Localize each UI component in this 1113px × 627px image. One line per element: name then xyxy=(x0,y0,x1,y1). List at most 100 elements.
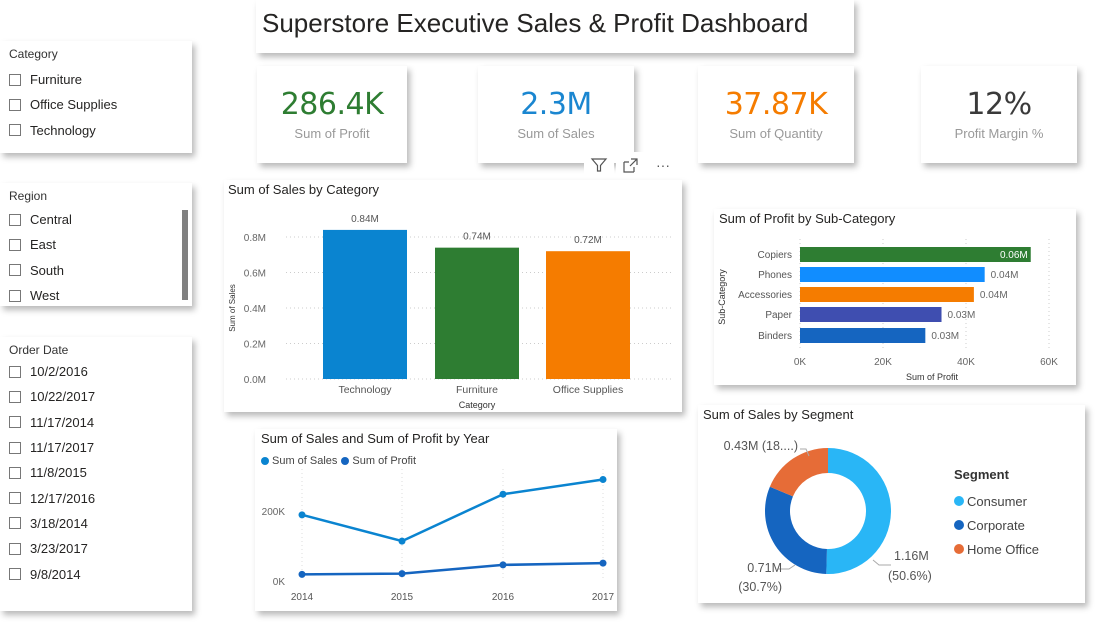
category-slicer: Category Furniture Office Supplies Techn… xyxy=(0,41,192,153)
legend-dot xyxy=(341,457,350,465)
checkbox[interactable] xyxy=(9,213,21,226)
checkbox[interactable] xyxy=(9,365,21,378)
legend-item-corporate[interactable]: Corporate xyxy=(954,513,1039,537)
bar xyxy=(800,247,1031,262)
bar xyxy=(800,267,985,282)
leader-line xyxy=(872,559,891,566)
region-slicer-list: Central East South West xyxy=(9,207,72,308)
checkbox[interactable] xyxy=(9,98,21,111)
y-axis-title: Sum of Sales xyxy=(228,284,237,332)
slicer-item-order-date[interactable]: 9/8/2014 xyxy=(9,561,95,586)
slicer-item-order-date[interactable]: 11/8/2015 xyxy=(9,460,95,485)
slicer-item-order-date[interactable]: 3/18/2014 xyxy=(9,511,95,536)
data-label: (30.7%) xyxy=(738,580,782,594)
slicer-item-label: Furniture xyxy=(30,72,83,88)
chart-title: Sum of Profit by Sub-Category xyxy=(719,211,896,226)
checkbox[interactable] xyxy=(9,441,21,454)
filter-icon[interactable] xyxy=(584,152,614,178)
sales-profit-by-year-chart: Sum of Sales and Sum of Profit by Year S… xyxy=(255,429,617,611)
category-slicer-title: Category xyxy=(9,47,58,61)
slicer-item-order-date[interactable]: 10/2/2016 xyxy=(9,359,95,384)
data-label: 0.04M xyxy=(991,270,1019,281)
chart-title: Sum of Sales by Category xyxy=(228,182,380,197)
legend-item-profit[interactable]: Sum of Profit xyxy=(341,453,416,469)
kpi-card-profit-margin: 12% Profit Margin % xyxy=(921,66,1077,163)
leader-line xyxy=(800,448,810,457)
checkbox[interactable] xyxy=(9,390,21,403)
kpi-label: Sum of Quantity xyxy=(729,126,823,141)
bar xyxy=(323,229,407,379)
slicer-item-technology[interactable]: Technology xyxy=(9,118,117,143)
checkbox[interactable] xyxy=(9,542,21,555)
slicer-item-order-date[interactable]: 11/17/2017 xyxy=(9,435,95,460)
legend-dot xyxy=(954,496,964,506)
legend-dot xyxy=(954,544,964,554)
kpi-value: 286.4K xyxy=(280,87,384,122)
slicer-item-label: West xyxy=(30,288,60,304)
legend-item-home-office[interactable]: Home Office xyxy=(954,537,1039,561)
more-options-icon[interactable]: ··· xyxy=(648,152,678,178)
data-label: 1.16M xyxy=(894,549,929,563)
slicer-item-label: 9/8/2014 xyxy=(30,566,81,582)
region-slicer-title: Region xyxy=(9,189,48,203)
data-point xyxy=(599,559,607,567)
data-point xyxy=(499,561,507,569)
legend-dot xyxy=(261,457,269,465)
checkbox[interactable] xyxy=(9,492,21,505)
data-point xyxy=(499,490,507,498)
slicer-item-order-date[interactable]: 12/17/2016 xyxy=(9,485,95,510)
category-slicer-list: Furniture Office Supplies Technology xyxy=(9,67,117,143)
slicer-item-order-date[interactable]: 3/23/2017 xyxy=(9,536,95,561)
y-tick-label: 0.6M xyxy=(244,269,266,280)
checkbox[interactable] xyxy=(9,73,21,86)
legend-dot xyxy=(954,520,964,530)
checkbox[interactable] xyxy=(9,289,21,302)
checkbox[interactable] xyxy=(9,466,21,479)
checkbox[interactable] xyxy=(9,568,21,581)
checkbox[interactable] xyxy=(9,264,21,277)
data-label: 0.43M (18....) xyxy=(724,439,798,453)
x-tick-label: 40K xyxy=(957,357,975,368)
sales-by-category-chart: Sum of Sales by Category 0.0M 0.2M 0.4M 0.6… xyxy=(224,180,682,412)
slicer-item-order-date[interactable]: 10/22/2017 xyxy=(9,384,95,409)
legend-title: Segment xyxy=(954,467,1009,482)
donut-slice xyxy=(826,448,891,574)
slicer-item-order-date[interactable]: 11/17/2014 xyxy=(9,410,95,435)
order-date-slicer-title: Order Date xyxy=(9,343,69,357)
legend-item-sales[interactable]: Sum of Sales xyxy=(261,453,337,469)
slicer-item-west[interactable]: West xyxy=(9,283,72,308)
y-tick-label: Paper xyxy=(765,310,792,321)
donut-slice xyxy=(769,448,828,497)
chart-title: Sum of Sales by Segment xyxy=(703,407,854,422)
visual-header: ··· xyxy=(584,152,678,178)
slicer-item-south[interactable]: South xyxy=(9,258,72,283)
slicer-item-label: Technology xyxy=(30,122,96,138)
legend-label: Home Office xyxy=(967,541,1040,557)
checkbox[interactable] xyxy=(9,124,21,137)
y-tick-label: 0.8M xyxy=(244,233,266,244)
slicer-item-office-supplies[interactable]: Office Supplies xyxy=(9,92,117,117)
bar xyxy=(800,328,926,343)
data-point xyxy=(398,537,406,545)
y-tick-label: Binders xyxy=(758,331,792,342)
kpi-label: Sum of Profit xyxy=(294,126,370,141)
checkbox[interactable] xyxy=(9,238,21,251)
x-axis-title: Sum of Profit xyxy=(906,372,959,382)
checkbox[interactable] xyxy=(9,517,21,530)
order-date-slicer: Order Date 10/2/2016 10/22/2017 11/17/2014… xyxy=(0,337,192,611)
sales-profit-by-year-plot: 2014 2015 2016 2017 0K 200K xyxy=(262,469,615,603)
series-line xyxy=(301,478,604,543)
y-tick-label: Copiers xyxy=(758,250,792,261)
legend-item-consumer[interactable]: Consumer xyxy=(954,489,1039,513)
slicer-item-central[interactable]: Central xyxy=(9,207,72,232)
order-date-slicer-list: 10/2/2016 10/22/2017 11/17/2014 11/17/2017 1… xyxy=(9,359,95,587)
y-tick-label: 0.0M xyxy=(244,375,266,386)
slicer-item-label: 11/17/2017 xyxy=(30,440,95,456)
slicer-item-east[interactable]: East xyxy=(9,232,72,257)
region-slicer-scrollbar[interactable] xyxy=(182,210,188,300)
slicer-item-furniture[interactable]: Furniture xyxy=(9,67,117,92)
checkbox[interactable] xyxy=(9,416,21,429)
focus-mode-icon[interactable] xyxy=(616,152,646,178)
dashboard-title-card: Superstore Executive Sales & Profit Dash… xyxy=(256,0,854,53)
slicer-item-label: East xyxy=(30,237,57,253)
